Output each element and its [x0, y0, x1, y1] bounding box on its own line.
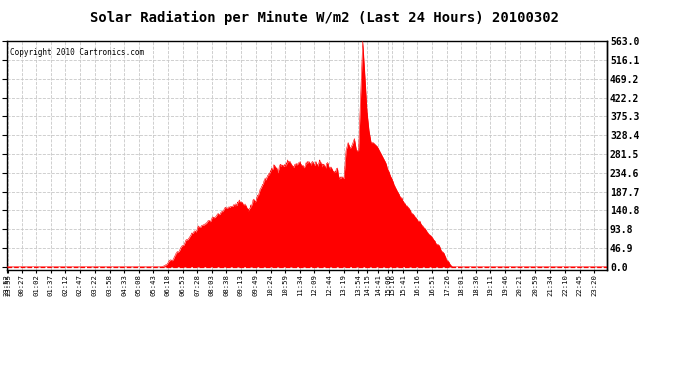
Text: Solar Radiation per Minute W/m2 (Last 24 Hours) 20100302: Solar Radiation per Minute W/m2 (Last 24… [90, 11, 559, 26]
Text: Copyright 2010 Cartronics.com: Copyright 2010 Cartronics.com [10, 48, 144, 57]
